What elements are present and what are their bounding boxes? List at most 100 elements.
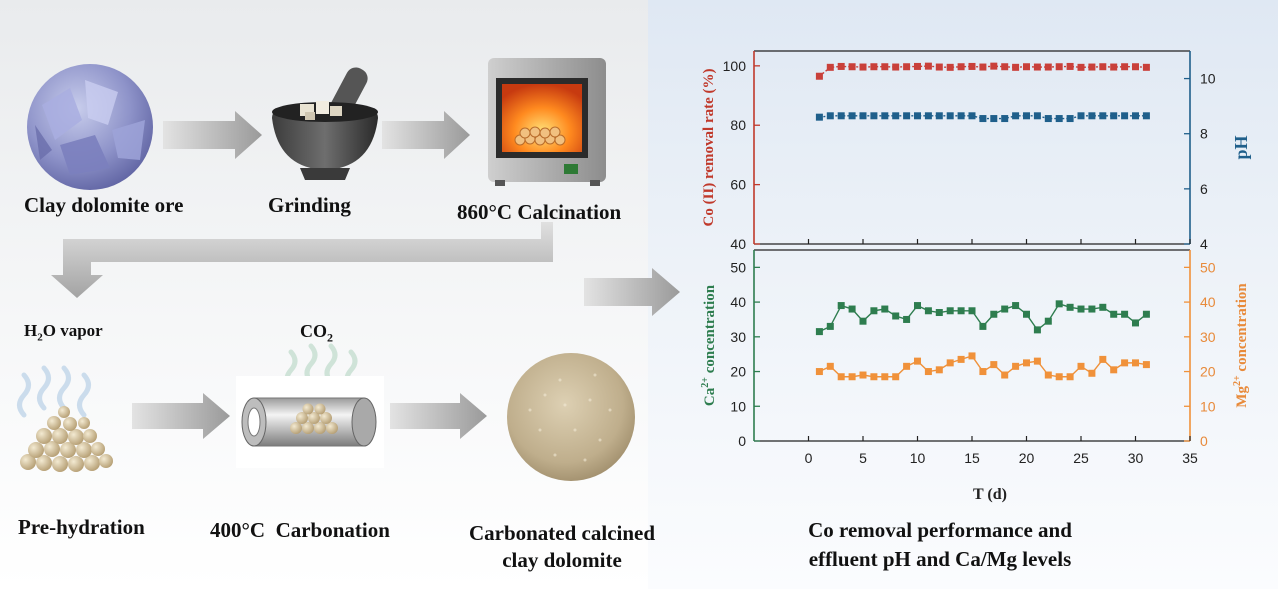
panel0-series0-point <box>1121 63 1129 71</box>
panel1-series1-point <box>935 366 943 374</box>
panel1-series0-point <box>1033 326 1041 334</box>
panel1-series1-point <box>892 373 900 381</box>
pellet-pile-image <box>20 406 113 472</box>
panel1-series0-point <box>1066 303 1074 311</box>
results-caption-line1: Co removal performance and <box>808 518 1072 542</box>
panel0-right-tick-label: 8 <box>1200 126 1208 142</box>
panel0-series0-point <box>1044 63 1052 71</box>
panel1-series0-point <box>924 307 932 315</box>
panel1-series1-point <box>837 373 845 381</box>
x-tick-label: 30 <box>1128 450 1144 466</box>
panel0-series1-point <box>903 112 911 120</box>
panel0-series0-point <box>1055 63 1063 71</box>
panel1-left-tick-label: 50 <box>730 259 746 275</box>
panel0-series0-point <box>859 63 867 71</box>
x-tick-label: 15 <box>964 450 980 466</box>
panel1-series1-point <box>957 355 965 363</box>
panel0-series0-point <box>957 63 965 71</box>
left-axis-label-ca-concentration: Ca2+ concentration <box>700 284 718 406</box>
panel1-right-tick-label: 30 <box>1200 329 1216 345</box>
arrow-grinding-to-calcination <box>382 111 470 159</box>
panel0-series0-point <box>1012 63 1020 71</box>
panel1-series1-point <box>1121 359 1129 367</box>
panel1-right-tick-label: 20 <box>1200 364 1216 380</box>
results-panel-background <box>648 0 1278 589</box>
clay-dolomite-ore-image <box>27 64 153 190</box>
panel1-series0-point <box>903 315 911 323</box>
panel1-series0-point <box>1088 305 1096 313</box>
panel1-series0-point <box>957 307 965 315</box>
panel1-series0-point <box>881 305 889 313</box>
panel1-series1-point <box>914 357 921 365</box>
label-product: Carbonated calcined clay dolomite <box>447 520 677 574</box>
panel1-series1-point <box>1001 371 1009 379</box>
x-axis-label: T (d) <box>973 486 1007 503</box>
panel0-series1-point <box>815 113 823 121</box>
panel0-series0-point <box>826 63 834 71</box>
panel0-series1-point <box>881 112 889 120</box>
panel1-series0-point <box>1044 317 1052 325</box>
panel0-series0-point <box>848 63 856 71</box>
panel0-series0-point <box>935 63 943 71</box>
panel1-series0-point <box>1023 310 1030 318</box>
label-co2-sub: 2 <box>327 330 333 345</box>
panel1-series1-point <box>924 368 932 376</box>
panel0-series0-point <box>1099 63 1107 71</box>
panel1-series0-point <box>990 310 998 318</box>
panel0-series1-point <box>1142 112 1150 120</box>
panel0-series1-point <box>859 112 867 120</box>
panel0-series1-point <box>837 112 845 120</box>
panel0-series0-point <box>1023 63 1030 71</box>
panel1-series1-point <box>946 359 954 367</box>
left-axis-label-removal-rate: Co (II) removal rate (%) <box>701 68 717 226</box>
label-product-line1: Carbonated calcined <box>468 521 656 545</box>
panel1-series1-point <box>1110 366 1118 374</box>
panel0-series1-point <box>1088 112 1096 120</box>
label-h2o-vapor-rest: O vapor <box>42 321 103 340</box>
label-h2o-vapor: H2O vapor <box>24 321 103 343</box>
label-product-line2: clay dolomite <box>502 548 622 572</box>
panel1-series0-point <box>848 305 856 313</box>
panel0-series0-point <box>968 62 976 70</box>
label-grinding: Grinding <box>268 193 351 217</box>
panel1-series1-point <box>881 373 889 381</box>
x-tick-label: 0 <box>805 450 813 466</box>
panel1-series0-point <box>935 309 943 317</box>
panel1-series0-point <box>1099 303 1107 311</box>
panel0-series1-point <box>1033 112 1041 120</box>
panel1-series1-point <box>1033 357 1041 365</box>
panel0-left-tick-label: 40 <box>730 236 746 252</box>
panel1-series1-point <box>1012 362 1020 370</box>
panel0-series0-point <box>903 63 911 71</box>
panel1-series1-point <box>903 362 911 370</box>
panel0-series0-point <box>815 72 823 80</box>
panel1-series0-point <box>1012 302 1020 310</box>
furnace-image <box>488 58 606 186</box>
panel0-series0-point <box>1142 63 1150 71</box>
panel0-series1-point <box>1001 115 1009 123</box>
panel1-series0-point <box>1001 305 1009 313</box>
label-carbonation: 400°C Carbonation <box>210 518 390 542</box>
panel0-series1-point <box>1110 112 1118 120</box>
panel0-series1-point <box>1023 112 1030 120</box>
panel0-series0-point <box>881 63 889 71</box>
label-co2-co: CO <box>300 321 327 341</box>
panel0-series1-point <box>1099 112 1107 120</box>
arrow-prehydration-to-carbonation <box>132 393 230 439</box>
label-prehydration: Pre-hydration <box>18 515 145 539</box>
panel1-right-tick-label: 50 <box>1200 259 1216 275</box>
panel1-series1-point <box>1044 371 1052 379</box>
panel1-series0-point <box>859 317 867 325</box>
x-tick-label: 5 <box>859 450 867 466</box>
panel0-series0-point <box>946 63 954 71</box>
panel1-left-tick-label: 20 <box>730 364 746 380</box>
process-illustration <box>17 58 635 481</box>
arrow-ore-to-grinding <box>163 111 262 159</box>
panel0-series1-point <box>1055 115 1063 123</box>
vapor-wave-icons <box>17 365 91 418</box>
panel1-right-tick-label: 0 <box>1200 433 1208 449</box>
panel1-series0-point <box>1121 310 1129 318</box>
panel0-series0-point <box>979 63 987 71</box>
